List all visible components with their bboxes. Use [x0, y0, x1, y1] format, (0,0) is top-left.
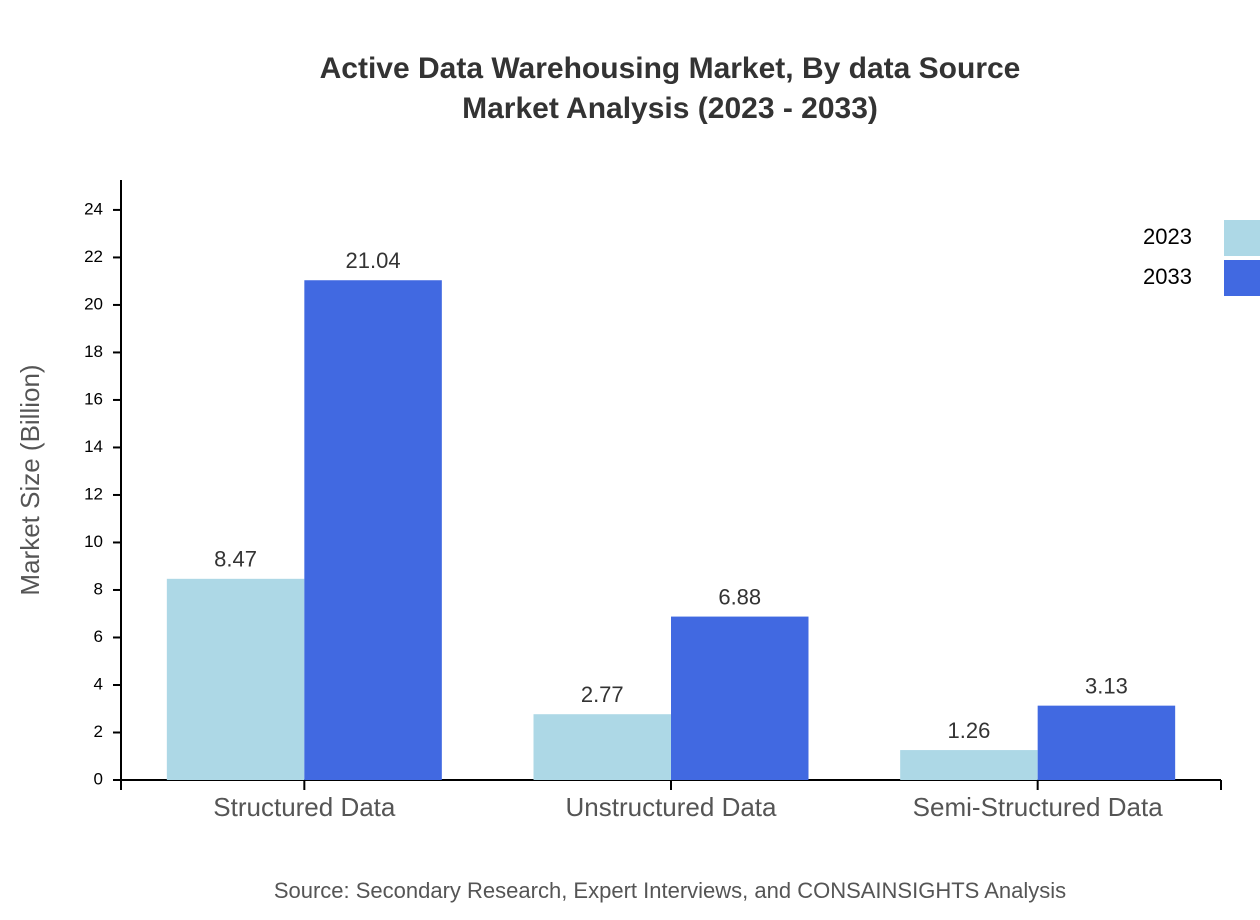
y-tick-label: 22 [84, 247, 103, 266]
bar [166, 578, 305, 780]
y-tick-label: 20 [84, 294, 103, 313]
data-label: 1.26 [948, 718, 991, 743]
y-tick-label: 6 [94, 627, 103, 646]
y-tick-label: 0 [94, 769, 103, 788]
data-label: 8.47 [214, 547, 257, 572]
bar [533, 714, 671, 780]
y-tick-label: 2 [94, 722, 103, 741]
data-label: 3.13 [1085, 673, 1128, 698]
bar [671, 616, 809, 780]
chart-title: Active Data Warehousing Market, By data … [320, 52, 1021, 85]
legend-swatch [1224, 260, 1260, 296]
y-tick-label: 4 [94, 674, 103, 693]
y-tick-label: 10 [84, 532, 103, 551]
data-label: 21.04 [346, 248, 401, 273]
data-label: 6.88 [718, 584, 761, 609]
source-note: Source: Secondary Research, Expert Inter… [274, 878, 1066, 903]
x-tick-label: Structured Data [213, 792, 396, 822]
legend-label: 2023 [1143, 224, 1192, 249]
bar [900, 750, 1038, 780]
chart-subtitle: Market Analysis (2023 - 2033) [462, 92, 878, 125]
data-label: 2.77 [581, 682, 624, 707]
bar [1037, 705, 1176, 780]
x-tick-label: Semi-Structured Data [913, 792, 1164, 822]
y-tick-label: 12 [84, 484, 103, 503]
y-tick-label: 16 [84, 389, 103, 408]
legend-label: 2033 [1143, 264, 1192, 289]
legend-swatch [1224, 220, 1260, 256]
y-axis-label: Market Size (Billion) [15, 364, 45, 595]
x-tick-label: Unstructured Data [566, 792, 778, 822]
y-tick-label: 18 [84, 342, 103, 361]
y-tick-label: 24 [84, 199, 103, 218]
y-tick-label: 14 [84, 437, 103, 456]
y-tick-label: 8 [94, 579, 103, 598]
bar [304, 280, 442, 780]
